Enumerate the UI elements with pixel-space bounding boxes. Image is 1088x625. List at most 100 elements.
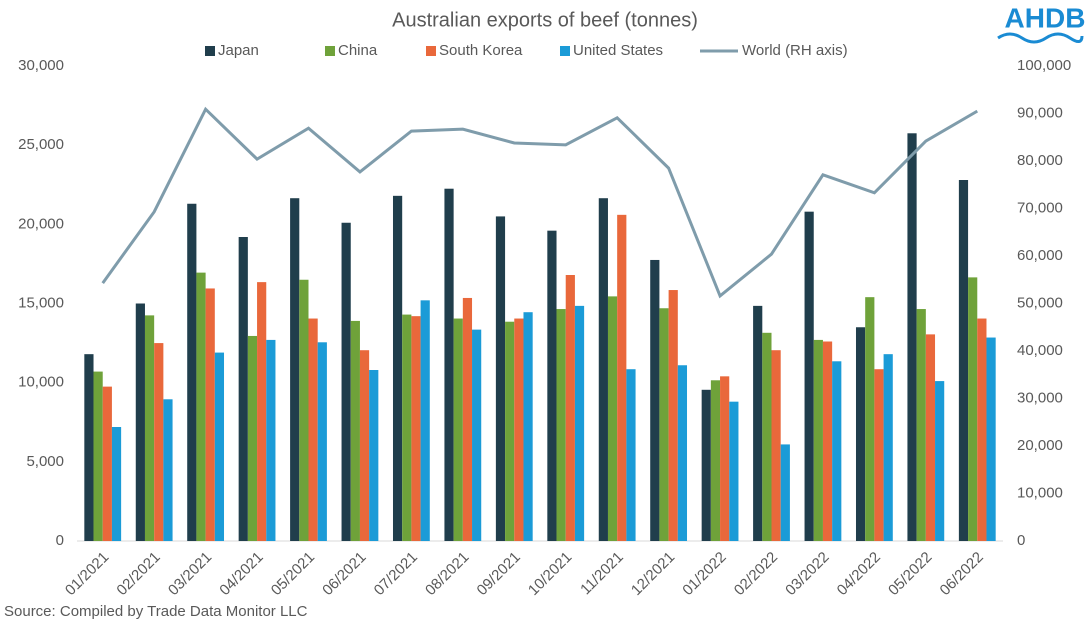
- y2-tick-label: 20,000: [1017, 437, 1063, 454]
- bar: [813, 339, 823, 541]
- bar: [350, 320, 360, 541]
- bar: [444, 188, 454, 542]
- x-tick-label: 10/2021: [525, 549, 575, 599]
- bar: [93, 371, 103, 541]
- bar: [523, 312, 533, 541]
- x-tick-label: 04/2022: [834, 549, 884, 599]
- bar: [420, 300, 430, 541]
- bar: [907, 133, 917, 541]
- y2-tick-label: 10,000: [1017, 484, 1063, 501]
- bar: [196, 272, 206, 541]
- legend-label: Japan: [218, 42, 259, 59]
- bar: [402, 314, 412, 541]
- y-tick-label: 15,000: [18, 294, 64, 311]
- x-tick-label: 09/2021: [474, 549, 524, 599]
- bar: [968, 277, 978, 541]
- bar: [574, 305, 585, 541]
- bar: [771, 350, 781, 541]
- bar: [925, 334, 936, 541]
- bar: [986, 337, 996, 541]
- legend-label: South Korea: [439, 42, 523, 59]
- bar: [341, 222, 351, 541]
- bar: [762, 332, 772, 541]
- bar: [650, 259, 660, 541]
- line: [101, 106, 979, 299]
- bar: [238, 237, 248, 541]
- bar: [804, 211, 814, 541]
- bar: [958, 180, 969, 541]
- bar: [935, 381, 945, 541]
- bar: [462, 297, 473, 541]
- bar: [514, 318, 524, 541]
- x-tick-label: 02/2021: [113, 549, 163, 599]
- bar: [916, 309, 926, 541]
- legend-label: World (RH axis): [742, 42, 848, 59]
- y2-tick-label: 50,000: [1017, 294, 1063, 311]
- bar: [617, 214, 627, 542]
- bar: [547, 230, 557, 541]
- legend-swatch: [325, 46, 335, 56]
- bar: [102, 386, 112, 541]
- x-tick-label: 02/2022: [731, 549, 781, 599]
- y-tick-label: 0: [56, 532, 64, 549]
- bar: [753, 305, 763, 541]
- bar: [701, 389, 711, 541]
- legend-swatch: [426, 46, 436, 56]
- bar: [247, 335, 258, 541]
- bar: [308, 318, 318, 541]
- y-tick-label: 10,000: [18, 374, 64, 391]
- bar: [556, 309, 566, 541]
- x-tick-label: 06/2022: [937, 549, 987, 599]
- x-tick-label: 06/2021: [319, 549, 369, 599]
- bar: [392, 195, 403, 542]
- legend-swatch: [560, 46, 570, 56]
- x-tick-label: 04/2021: [216, 549, 266, 599]
- bar: [369, 370, 379, 541]
- bar: [720, 376, 730, 541]
- x-tick-label: 12/2021: [628, 549, 678, 599]
- x-tick-label: 01/2022: [679, 549, 729, 599]
- x-tick-label: 03/2021: [165, 549, 215, 599]
- bar: [317, 342, 327, 541]
- x-tick-label: 08/2021: [422, 549, 472, 599]
- chart-title: Australian exports of beef (tonnes): [392, 9, 698, 31]
- bar: [668, 290, 678, 541]
- bar: [135, 303, 145, 541]
- bar: [977, 318, 987, 541]
- bar: [187, 203, 197, 541]
- y2-tick-label: 60,000: [1017, 247, 1063, 264]
- bar: [163, 399, 173, 541]
- bar: [505, 321, 515, 541]
- bar: [659, 308, 669, 541]
- bar: [855, 327, 866, 541]
- source: Source: Compiled by Trade Data Monitor L…: [4, 603, 308, 620]
- bar: [453, 318, 463, 541]
- bar: [299, 279, 309, 541]
- y2-tick-label: 80,000: [1017, 152, 1063, 169]
- bar: [598, 198, 608, 542]
- legend-label: China: [338, 42, 378, 59]
- legend-label: United States: [573, 42, 663, 59]
- bar: [84, 354, 94, 541]
- y2-tick-label: 40,000: [1017, 342, 1063, 359]
- bar: [874, 369, 884, 541]
- bar: [111, 427, 122, 541]
- y-tick-label: 25,000: [18, 136, 64, 153]
- y-tick-label: 5,000: [26, 453, 64, 470]
- bar: [710, 380, 721, 541]
- bar: [205, 288, 215, 541]
- bar: [565, 275, 575, 541]
- bar: [266, 339, 276, 541]
- bar: [411, 316, 421, 541]
- y2-tick-label: 100,000: [1017, 57, 1071, 74]
- bar: [780, 444, 790, 541]
- bar: [822, 341, 833, 541]
- x-tick-label: 03/2022: [782, 549, 832, 599]
- bar: [359, 350, 370, 541]
- x-tick-label: 07/2021: [371, 549, 421, 599]
- x-tick-label: 11/2021: [577, 549, 627, 599]
- bar: [290, 198, 300, 542]
- bar: [154, 343, 164, 541]
- bar: [677, 365, 688, 541]
